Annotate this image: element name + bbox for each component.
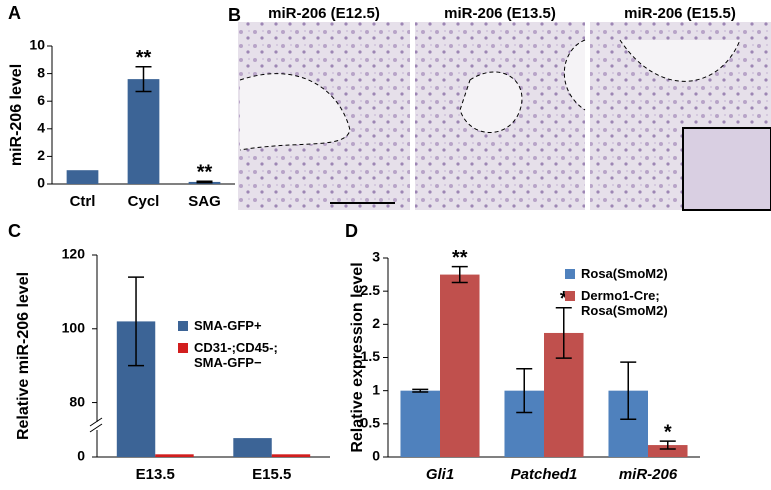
error-bar (196, 180, 213, 184)
y-axis-label: Relative miR-206 level (15, 272, 32, 440)
significance: * (664, 421, 672, 443)
y-tick-label: 100 (62, 319, 86, 335)
x-tick-label: miR-206 (619, 466, 678, 483)
error-bar (659, 440, 676, 450)
panel-label: A (8, 3, 21, 23)
x-tick-label: Ctrl (70, 193, 96, 210)
legend-swatch (565, 269, 575, 279)
x-tick-label: Cycl (128, 193, 160, 210)
legend-entry: Rosa(SmoM2) (565, 266, 725, 281)
bar (271, 454, 311, 457)
legend-label: Rosa(SmoM2) (581, 266, 668, 281)
error-bar (135, 65, 152, 93)
legend-entry: Dermo1-Cre; Rosa(SmoM2) (565, 288, 725, 318)
y-tick-label: 120 (62, 246, 86, 262)
y-tick-label: 0 (77, 448, 85, 464)
panel-label: C (8, 221, 21, 241)
panel-label: D (345, 221, 358, 241)
y-tick-label: 0 (37, 175, 45, 191)
bar (440, 274, 480, 457)
bar (66, 170, 99, 184)
axis-break-mark (89, 417, 103, 427)
micrograph-title: miR-206 (E13.5) (444, 5, 556, 22)
bar (155, 454, 194, 457)
y-tick-label: 2.5 (361, 282, 381, 298)
y-tick-label: 0.5 (361, 415, 381, 431)
bar (648, 445, 688, 457)
error-bar (620, 361, 637, 420)
significance: ** (136, 47, 152, 69)
bar (233, 438, 272, 457)
y-tick-label: 2 (37, 147, 45, 163)
significance: * (560, 288, 568, 310)
legend-swatch (178, 343, 188, 353)
y-axis-label: miR-206 level (8, 64, 25, 166)
x-tick-label: SAG (188, 193, 221, 210)
legend-label: Dermo1-Cre; Rosa(SmoM2) (581, 288, 668, 318)
outline (563, 39, 586, 111)
significance: ** (197, 162, 213, 184)
legend-label: CD31-;CD45-; SMA-GFP− (194, 340, 278, 370)
x-tick-label: E13.5 (136, 466, 175, 483)
y-axis-label: Relative expression level (349, 262, 366, 452)
legend-entry: SMA-GFP+ (178, 318, 338, 333)
x-tick-label: Patched1 (511, 466, 578, 483)
panel-label: B (228, 5, 241, 25)
legend-label: SMA-GFP+ (194, 318, 262, 333)
y-tick-label: 1 (372, 381, 380, 397)
error-bar (128, 276, 145, 367)
error-bar (555, 307, 572, 359)
legend-entry: CD31-;CD45-; SMA-GFP− (178, 340, 338, 370)
y-tick-label: 10 (29, 37, 45, 53)
significance: ** (452, 247, 468, 269)
y-tick-label: 3 (372, 249, 380, 265)
y-tick-label: 0 (372, 448, 380, 464)
y-tick-label: 2 (372, 315, 380, 331)
y-tick-label: 4 (37, 120, 45, 136)
y-tick-label: 80 (69, 393, 85, 409)
inset (682, 127, 771, 211)
y-tick-label: 1.5 (361, 348, 381, 364)
outline (459, 71, 523, 133)
error-bar (451, 265, 468, 284)
axis-break (91, 422, 103, 430)
bar (400, 390, 440, 457)
legend-swatch (565, 291, 575, 301)
error-bar (412, 388, 429, 393)
micrograph-title: miR-206 (E12.5) (268, 5, 380, 22)
legend-swatch (178, 321, 188, 331)
micrograph-title: miR-206 (E15.5) (624, 5, 736, 22)
x-tick-label: Gli1 (426, 466, 454, 483)
micrograph-panel: B miR-206 (E12.5) miR-206 (E13.5) miR-20… (228, 5, 771, 211)
outline (619, 39, 741, 82)
axis-break-mark (89, 423, 103, 433)
outline (239, 73, 351, 151)
y-tick-label: 6 (37, 92, 45, 108)
y-tick-label: 8 (37, 64, 45, 80)
error-bar (516, 368, 533, 414)
bar (127, 79, 160, 184)
x-tick-label: E15.5 (252, 466, 291, 483)
